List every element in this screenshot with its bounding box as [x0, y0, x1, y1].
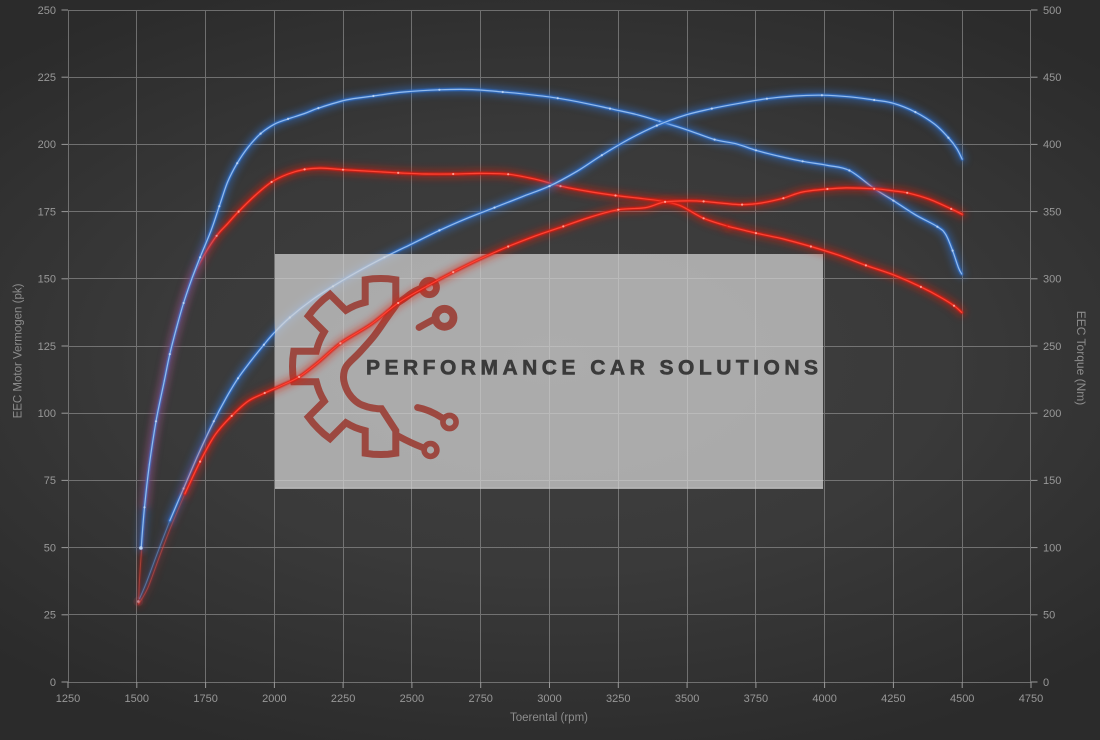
- svg-text:3000: 3000: [537, 693, 561, 705]
- svg-text:2750: 2750: [468, 693, 492, 705]
- svg-text:300: 300: [1043, 274, 1061, 286]
- svg-text:1250: 1250: [56, 693, 80, 705]
- svg-text:225: 225: [38, 72, 56, 84]
- svg-text:50: 50: [1043, 610, 1055, 622]
- svg-text:100: 100: [38, 408, 56, 420]
- svg-text:4500: 4500: [950, 693, 974, 705]
- svg-text:PERFORMANCE CAR SOLUTIONS: PERFORMANCE CAR SOLUTIONS: [366, 357, 823, 380]
- svg-text:500: 500: [1043, 5, 1061, 17]
- svg-text:450: 450: [1043, 72, 1061, 84]
- svg-text:4750: 4750: [1019, 693, 1043, 705]
- svg-text:3500: 3500: [675, 693, 699, 705]
- svg-text:175: 175: [38, 206, 56, 218]
- svg-text:75: 75: [44, 475, 56, 487]
- svg-text:2500: 2500: [400, 693, 424, 705]
- svg-text:25: 25: [44, 610, 56, 622]
- svg-text:Toerental (rpm): Toerental (rpm): [510, 712, 588, 724]
- svg-text:350: 350: [1043, 206, 1061, 218]
- svg-text:1500: 1500: [125, 693, 149, 705]
- svg-text:4000: 4000: [812, 693, 836, 705]
- svg-text:150: 150: [38, 274, 56, 286]
- svg-text:0: 0: [1043, 677, 1049, 689]
- svg-text:2250: 2250: [331, 693, 355, 705]
- svg-text:3750: 3750: [744, 693, 768, 705]
- svg-text:0: 0: [50, 677, 56, 689]
- svg-text:250: 250: [1043, 341, 1061, 353]
- svg-text:200: 200: [1043, 408, 1061, 420]
- svg-text:150: 150: [1043, 475, 1061, 487]
- svg-text:125: 125: [38, 341, 56, 353]
- svg-text:EEC Motor Vermogen (pk): EEC Motor Vermogen (pk): [13, 283, 25, 418]
- svg-text:100: 100: [1043, 542, 1061, 554]
- svg-text:2000: 2000: [262, 693, 286, 705]
- svg-text:50: 50: [44, 542, 56, 554]
- svg-text:400: 400: [1043, 139, 1061, 151]
- svg-text:1750: 1750: [193, 693, 217, 705]
- svg-text:4250: 4250: [881, 693, 905, 705]
- svg-text:200: 200: [38, 139, 56, 151]
- svg-text:EEC Torque (Nm): EEC Torque (Nm): [1074, 311, 1088, 405]
- svg-text:250: 250: [38, 5, 56, 17]
- svg-text:3250: 3250: [606, 693, 630, 705]
